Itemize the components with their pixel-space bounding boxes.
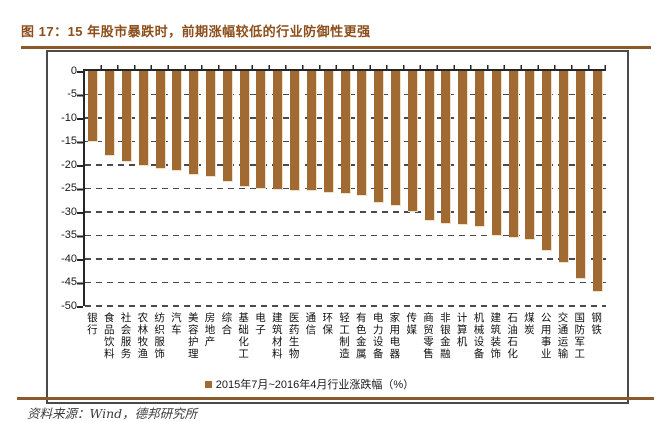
bar xyxy=(508,71,519,238)
bar xyxy=(306,71,317,191)
bar xyxy=(390,71,401,207)
x-axis-label: 社会服务 xyxy=(119,312,132,360)
y-axis-ticks xyxy=(77,71,83,308)
y-axis-label: -50 xyxy=(61,299,77,312)
bar xyxy=(558,71,569,263)
plot-area: 0 -5 -10 -15 -20 -25 -30 -35 -40 -45 -50 xyxy=(61,65,606,312)
x-axis-label: 房地产 xyxy=(203,312,216,348)
x-axis-label: 传媒 xyxy=(405,312,418,336)
bar xyxy=(222,71,233,182)
bar xyxy=(172,71,183,171)
bar xyxy=(441,71,452,225)
x-axis-label: 国防军工 xyxy=(573,312,586,360)
title-divider xyxy=(21,46,651,49)
gridline xyxy=(85,305,606,307)
bar xyxy=(592,71,603,292)
x-axis-label: 家用电器 xyxy=(388,312,401,360)
bar xyxy=(105,71,116,157)
gridline xyxy=(85,258,606,260)
bar xyxy=(491,71,502,237)
y-axis-label: -25 xyxy=(61,182,77,194)
x-axis-label: 电子 xyxy=(253,312,266,336)
x-axis-label: 通信 xyxy=(304,312,317,336)
y-axis-label: -45 xyxy=(61,276,77,288)
x-axis-label: 轻工制造 xyxy=(338,312,350,360)
x-axis-label: 环保 xyxy=(321,312,334,336)
gridline xyxy=(85,211,606,213)
y-axis-label: -5 xyxy=(67,88,77,100)
x-axis-label: 食品饮料 xyxy=(102,312,115,360)
y-axis-label: -40 xyxy=(61,252,77,265)
x-axis-label: 建筑装饰 xyxy=(489,312,502,360)
gridline xyxy=(85,281,606,283)
x-axis-label: 银行 xyxy=(85,312,98,336)
legend-label: 2015年7月~2016年4月行业涨跌幅（%） xyxy=(215,379,415,391)
x-axis-label: 钢铁 xyxy=(590,312,603,336)
x-axis-label: 有色金属 xyxy=(354,312,367,360)
bar xyxy=(88,71,99,142)
bar xyxy=(273,71,284,190)
x-axis-label: 商贸零售 xyxy=(422,312,435,360)
x-axis-label: 美容护理 xyxy=(186,312,199,360)
bar xyxy=(407,71,418,213)
y-axis-label: -15 xyxy=(61,135,77,147)
x-axis-label: 汽车 xyxy=(169,312,182,336)
x-axis-label: 石油石化 xyxy=(506,312,519,360)
x-axis-label: 建筑材料 xyxy=(270,312,283,360)
x-axis-label: 煤炭 xyxy=(522,312,535,336)
x-axis-label: 纺织服饰 xyxy=(153,312,166,360)
y-axis-label: 0 xyxy=(70,64,77,77)
x-axis-label: 非银金融 xyxy=(438,312,451,360)
bar xyxy=(189,71,200,175)
bar xyxy=(206,71,217,177)
bottom-divider xyxy=(17,397,654,400)
bar xyxy=(357,71,368,196)
source-note: 资料来源：Wind，德邦研究所 xyxy=(27,406,198,421)
bar xyxy=(424,71,435,222)
bar xyxy=(525,71,536,240)
x-axis-label: 基础化工 xyxy=(237,312,250,360)
bar xyxy=(542,71,553,252)
x-axis-label: 电力设备 xyxy=(371,312,384,360)
bar xyxy=(575,71,586,279)
y-axis-label: -30 xyxy=(61,205,77,218)
top-axis-ticks xyxy=(85,65,606,69)
x-axis-label: 交通运输 xyxy=(556,312,569,360)
bar xyxy=(458,71,469,226)
bar xyxy=(122,71,133,162)
chart-container: 0 -5 -10 -15 -20 -25 -30 -35 -40 -45 -50 银行 食品饮料 社会服… xyxy=(46,50,629,404)
y-axis-label: -35 xyxy=(61,229,77,241)
bar xyxy=(290,71,301,191)
bar xyxy=(374,71,385,203)
x-axis-labels: 银行 食品饮料 社会服务 农林牧渔 纺织服饰 汽车 美容护理 房地产 综合 基础化工 电子 建筑材料医… xyxy=(83,312,604,376)
bar xyxy=(323,71,334,193)
legend-marker-icon xyxy=(204,380,212,388)
y-axis-label: -10 xyxy=(61,111,77,124)
x-axis-label: 医药生物 xyxy=(287,312,300,360)
x-axis-label: 计算机 xyxy=(455,312,468,348)
figure-title: 图 17：15 年股市暴跌时，前期涨幅较低的行业防御性更强 xyxy=(21,24,371,39)
bar xyxy=(340,71,351,195)
bar xyxy=(138,71,149,167)
bar xyxy=(155,71,166,169)
y-axis-label: -20 xyxy=(61,158,77,171)
x-axis-label: 公用事业 xyxy=(539,312,552,360)
legend: 2015年7月~2016年4月行业涨跌幅（%） xyxy=(48,376,627,392)
x-axis-label: 机械设备 xyxy=(472,312,485,360)
bar xyxy=(256,71,267,189)
x-axis-label: 农林牧渔 xyxy=(136,312,149,360)
bar xyxy=(239,71,250,187)
x-axis-label: 综合 xyxy=(220,312,233,336)
gridline xyxy=(85,234,606,236)
bar xyxy=(474,71,485,227)
